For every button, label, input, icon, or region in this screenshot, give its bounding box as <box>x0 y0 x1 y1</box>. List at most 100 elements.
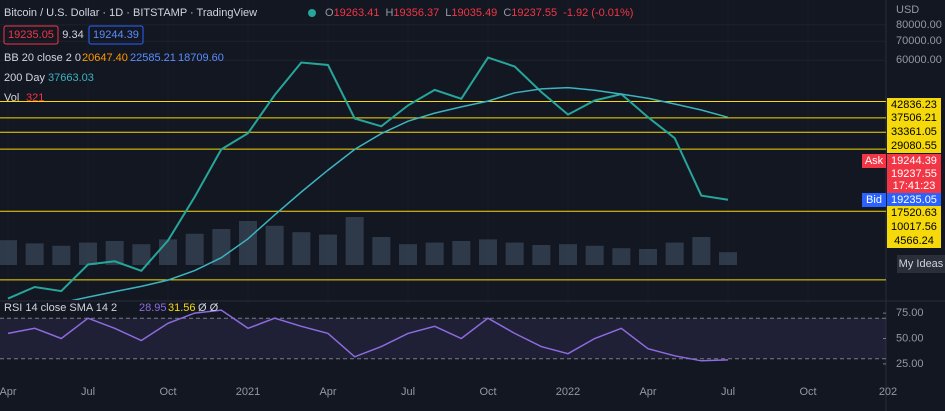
price-pane <box>0 24 886 300</box>
volume-bar <box>319 234 337 265</box>
x-tick-label: Apr <box>639 386 656 398</box>
bb-value: 22585.21 <box>130 52 176 64</box>
volume-bar <box>372 237 391 265</box>
ask-box <box>887 154 941 168</box>
volume-bar <box>479 239 497 265</box>
volume-bar <box>665 242 684 265</box>
volume-bar <box>612 248 631 265</box>
ask-label: Ask <box>865 155 884 167</box>
my-ideas-button[interactable] <box>897 255 945 273</box>
level-label: 17520.63 <box>891 207 937 219</box>
level-box <box>887 234 941 248</box>
volume-bar <box>345 217 364 265</box>
status-dot <box>308 9 316 17</box>
volume-bar <box>185 233 204 265</box>
overlay: Bitcoin / U.S. Dollar · 1D · BITSTAMP · … <box>0 4 945 398</box>
my-ideas[interactable]: My Ideas <box>899 258 944 270</box>
x-tick-label: Apr <box>0 386 17 398</box>
volume-bar <box>585 245 604 265</box>
last-box <box>887 167 941 193</box>
rsi-sma-value: 31.56 <box>168 302 196 314</box>
bb-value: 20647.40 <box>82 52 128 64</box>
rsi-tick-label: 25.00 <box>896 358 924 370</box>
volume-bar <box>505 242 524 265</box>
ma-value: 37663.03 <box>48 72 94 84</box>
volume-bar <box>239 221 257 265</box>
x-tick-label: 2022 <box>556 386 580 398</box>
level-box <box>887 220 941 234</box>
level-label: 33361.05 <box>891 126 937 138</box>
x-tick-label: Jul <box>81 386 95 398</box>
volume-bar <box>425 242 444 265</box>
ohlc-value: 19356.37 <box>393 7 439 19</box>
volume-bar <box>559 244 577 265</box>
volume-bar <box>692 237 711 265</box>
ohlc-key: C <box>503 7 511 19</box>
price-line <box>7 56 729 300</box>
buy-price[interactable]: 19244.39 <box>93 29 139 41</box>
ohlc-key: L <box>445 7 451 19</box>
ask-price: 19244.39 <box>891 155 937 167</box>
volume-bar <box>159 239 177 265</box>
rsi-label: RSI 14 close SMA 14 2 <box>4 302 117 314</box>
y-tick-label: 80000.00 <box>896 19 942 31</box>
y-tick-label: 60000.00 <box>896 54 942 66</box>
volume-bar <box>265 225 284 265</box>
level-label: 42836.23 <box>891 99 937 111</box>
x-tick-label: Apr <box>319 386 336 398</box>
level-box <box>887 139 941 153</box>
countdown: 17:41:23 <box>893 180 936 192</box>
volume-bar <box>292 232 311 265</box>
vol-label: Vol <box>4 92 19 104</box>
last-price: 19237.55 <box>891 168 937 180</box>
bb-label: BB 20 close 2 0 <box>4 52 81 64</box>
rsi-extra: Ø Ø <box>198 302 219 314</box>
volume-bar <box>79 242 97 265</box>
ask-tag <box>862 154 886 168</box>
symbol-title: Bitcoin / U.S. Dollar · 1D · BITSTAMP · … <box>4 7 257 19</box>
volume-bar <box>399 244 417 265</box>
rsi-tick-label: 50.00 <box>896 332 924 344</box>
bid-label: Bid <box>866 194 882 206</box>
ma-label: 200 Day <box>4 72 45 84</box>
level-box <box>887 206 941 220</box>
volume-bar <box>105 241 124 265</box>
x-tick-label: Jul <box>721 386 735 398</box>
price-line <box>71 86 729 300</box>
volume-bar <box>719 252 737 265</box>
x-tick-label: 202 <box>879 386 897 398</box>
volume-bar <box>212 229 231 265</box>
buy-box[interactable] <box>88 25 144 45</box>
currency[interactable]: USD <box>896 4 919 16</box>
volume-bar <box>0 240 17 265</box>
level-box <box>887 98 941 112</box>
rsi-tick-label: 75.00 <box>896 307 924 319</box>
level-box <box>887 111 941 125</box>
x-tick-label: Oct <box>159 386 176 398</box>
volume-bar <box>532 245 551 265</box>
x-tick-label: 2021 <box>236 386 260 398</box>
sell-price[interactable]: 19235.05 <box>8 29 54 41</box>
volume-bar <box>452 241 471 265</box>
level-box <box>887 125 941 139</box>
volume-bar <box>639 249 657 265</box>
ohlc-change: -1.92 (-0.01%) <box>563 7 633 19</box>
sell-box[interactable] <box>3 25 59 45</box>
ohlc-key: O <box>325 7 334 19</box>
ohlc-value: 19035.49 <box>451 7 497 19</box>
volume-bar <box>132 244 151 265</box>
level-label: 10017.56 <box>891 221 937 233</box>
x-tick-label: Oct <box>799 386 816 398</box>
ohlc-value: 19237.55 <box>511 7 557 19</box>
x-tick-label: Jul <box>401 386 415 398</box>
ohlc: O19263.41 H19356.37 L19035.49 C19237.55 -1.9… <box>325 7 633 19</box>
spread: 9.34 <box>62 29 83 41</box>
level-label: 4566.24 <box>894 235 934 247</box>
volume-bar <box>25 243 44 265</box>
bid-tag <box>862 193 886 207</box>
rsi-band-fill <box>0 318 886 359</box>
y-tick-label: 70000.00 <box>896 35 942 47</box>
bid-price: 19235.05 <box>891 194 937 206</box>
volume-bar <box>52 245 71 265</box>
